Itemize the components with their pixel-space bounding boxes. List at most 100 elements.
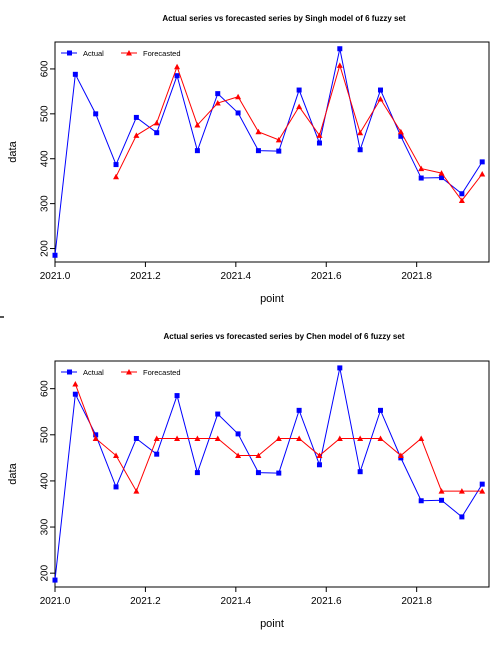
x-tick-label: 2021.8 [401,596,432,607]
actual-point [439,497,445,503]
legend-actual-label: Actual [83,368,104,377]
forecasted-point [479,171,486,177]
forecasted-point [235,452,242,459]
actual-point [154,451,160,457]
actual-point [479,159,485,165]
actual-series-line [54,48,483,256]
divider-mark [0,316,4,318]
forecasted-point [377,435,384,441]
actual-point [316,462,322,468]
actual-point [174,73,180,79]
actual-point [296,407,302,413]
forecasted-point [336,62,343,68]
legend-actual-marker [67,369,72,375]
forecasted-point [235,93,242,100]
actual-point [194,148,200,154]
y-tick-label: 500 [40,426,51,443]
actual-point [52,577,58,583]
y-axis-label: data [7,140,19,162]
y-tick-label: 400 [40,472,51,489]
actual-point [459,514,465,520]
actual-point [133,114,139,120]
actual-point [479,481,485,487]
chart-title: Actual series vs forecasted series by Si… [162,14,406,23]
forecasted-point [336,435,343,441]
actual-point [93,111,99,117]
forecasted-point [174,63,181,70]
forecasted-point [194,435,201,441]
y-tick-label: 600 [40,380,51,397]
actual-point [378,407,383,413]
actual-point [215,91,221,97]
forecasted-point [255,452,262,459]
actual-point [133,435,139,441]
actual-point [357,147,363,153]
y-tick-label: 600 [40,60,51,77]
forecasted-point [479,488,486,494]
y-tick-label: 200 [40,564,51,581]
x-tick-label: 2021.4 [221,596,252,607]
forecasted-point [72,381,79,387]
actual-point [215,411,221,417]
actual-point [398,133,404,139]
forecasted-point [438,170,445,176]
forecasted-point [275,435,282,441]
forecasted-point [418,165,425,172]
legend-actual-marker [67,50,72,56]
x-tick-label: 2021.6 [311,596,342,607]
forecasted-point [438,488,445,494]
forecasted-point [316,132,323,138]
forecasted-point [458,488,465,494]
forecasted-point [194,122,201,128]
actual-point [52,252,58,258]
actual-point [296,87,302,93]
actual-point [194,470,200,476]
actual-point [235,431,241,437]
actual-point [174,393,180,399]
actual-point [378,87,383,93]
actual-point [255,148,261,154]
actual-point [255,470,261,476]
forecasted-point [174,435,181,441]
actual-point [337,365,343,371]
actual-point [276,470,282,476]
forecasted-series-line [115,63,483,202]
x-tick-label: 2021.0 [40,596,71,607]
forecasted-point [153,435,160,441]
plot-frame [54,360,490,588]
actual-point [276,148,282,154]
actual-point [72,391,78,397]
actual-point [459,191,465,197]
forecasted-point [275,136,282,143]
forecasted-point [418,435,425,441]
forecasted-point [214,435,221,441]
actual-point [235,110,241,116]
forecasted-point [357,435,364,441]
actual-point [316,140,322,146]
forecasted-point [92,435,99,441]
actual-point [154,130,160,136]
x-tick-label: 2021.4 [221,271,252,282]
forecasted-point [377,96,384,102]
x-tick-label: 2021.8 [401,271,432,282]
actual-point [113,484,119,490]
legend-actual-label: Actual [83,49,104,58]
x-tick-label: 2021.0 [40,271,71,282]
actual-point [439,175,445,181]
chart-title: Actual series vs forecasted series by Ch… [164,332,405,341]
forecasted-point [316,452,323,459]
forecasted-point [133,132,140,138]
legend-forecasted-marker [126,50,132,56]
forecasted-point [458,197,465,203]
actual-point [113,162,119,168]
y-tick-label: 400 [40,150,51,167]
x-axis-label: point [260,618,284,630]
actual-point [93,432,99,438]
legend-forecasted-label: Forecasted [143,368,181,377]
x-axis-label: point [260,293,284,305]
actual-point [337,46,343,52]
actual-point [418,498,424,504]
legend-forecasted-marker [126,369,132,375]
legend-forecasted-label: Forecasted [143,49,181,58]
